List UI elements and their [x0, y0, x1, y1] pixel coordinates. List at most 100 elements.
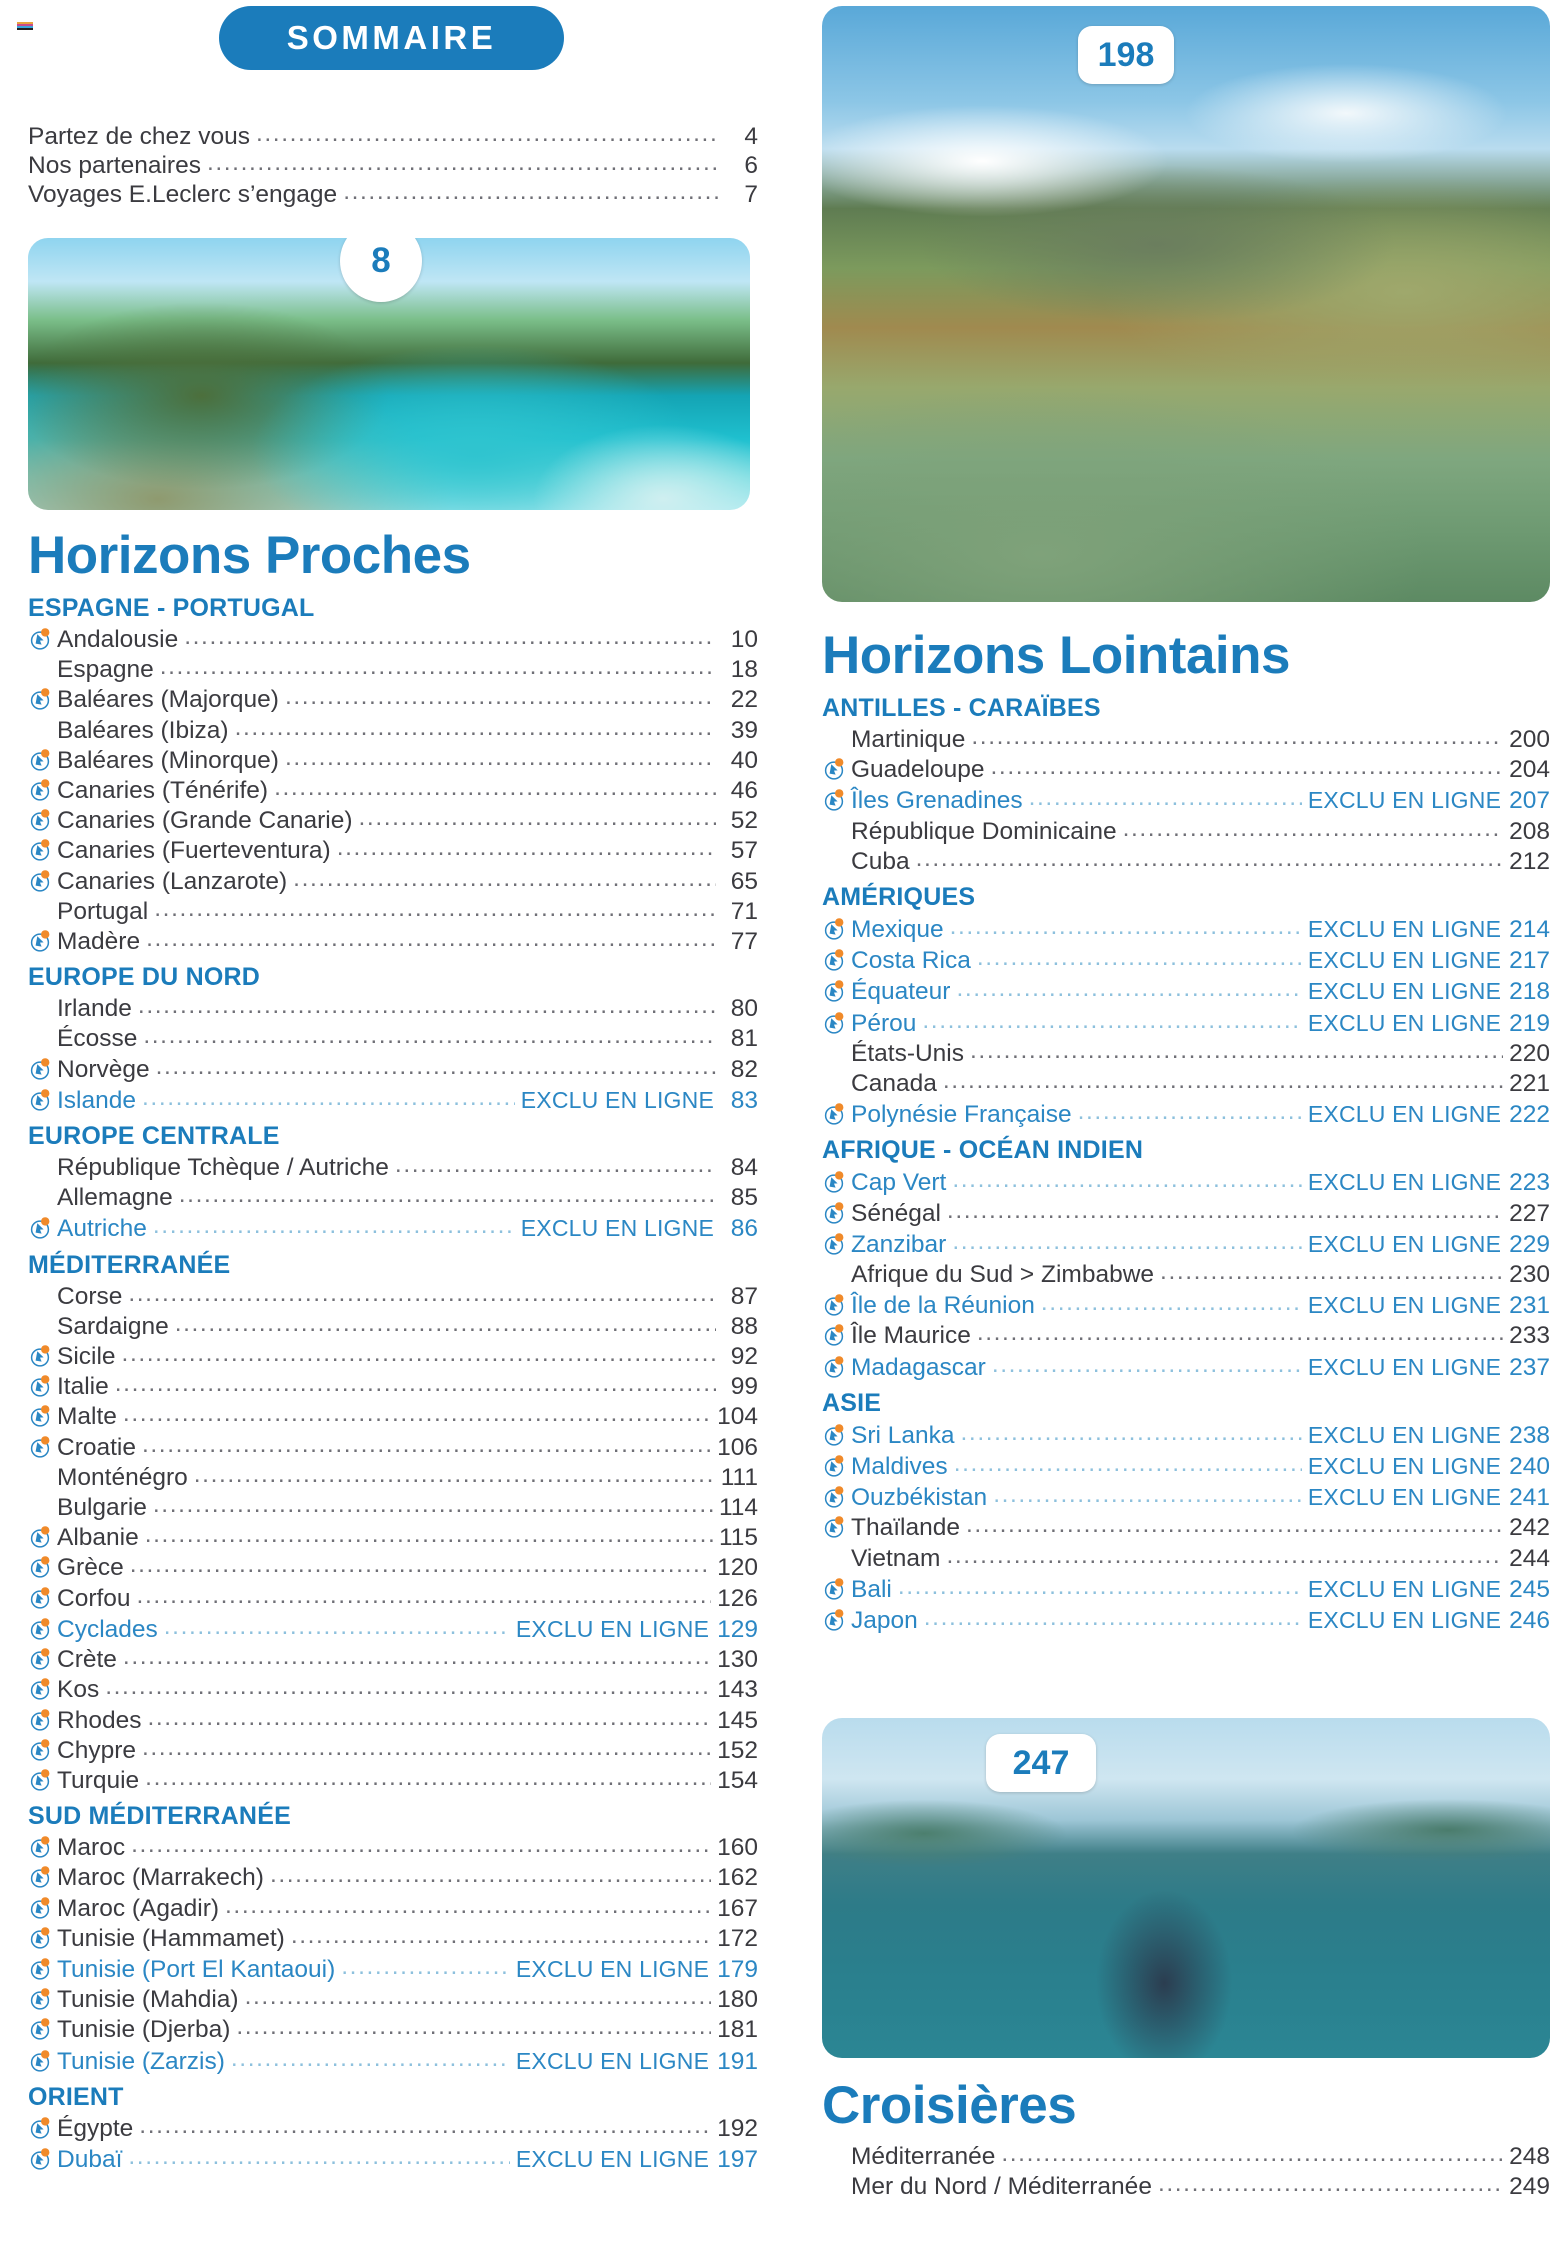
toc-row[interactable]: Portugal................................… — [28, 895, 758, 927]
intro-row[interactable]: Partez de chez vous.....................… — [28, 120, 758, 151]
toc-row[interactable]: Turquie.................................… — [28, 1764, 758, 1796]
toc-row[interactable]: Kos.....................................… — [28, 1673, 758, 1705]
toc-row[interactable]: Maroc (Marrakech).......................… — [28, 1861, 758, 1893]
toc-row[interactable]: Canaries (Ténérife).....................… — [28, 774, 758, 806]
toc-row[interactable]: Chypre..................................… — [28, 1734, 758, 1766]
toc-row-label: Canada — [851, 1070, 937, 1098]
toc-row[interactable]: Sicile..................................… — [28, 1340, 758, 1372]
toc-row[interactable]: Sri Lanka...............................… — [822, 1419, 1550, 1451]
toc-row-page: 87 — [730, 1282, 758, 1310]
toc-row[interactable]: Baléares (Majorque).....................… — [28, 683, 758, 715]
toc-row[interactable]: République Dominicaine..................… — [822, 815, 1550, 847]
toc-row[interactable]: Ouzbékistan.............................… — [822, 1481, 1550, 1513]
intro-row[interactable]: Voyages E.Leclerc s’engage..............… — [28, 178, 758, 209]
toc-row[interactable]: Malte...................................… — [28, 1400, 758, 1432]
toc-row[interactable]: Madagascar..............................… — [822, 1350, 1550, 1383]
toc-row[interactable]: Thaïlande...............................… — [822, 1511, 1550, 1543]
toc-row[interactable]: Canaries (Grande Canarie)...............… — [28, 804, 758, 836]
toc-row[interactable]: Corfou..................................… — [28, 1582, 758, 1614]
toc-row[interactable]: Île de la Réunion.......................… — [822, 1289, 1550, 1321]
toc-row[interactable]: Canaries (Fuerteventura)................… — [28, 834, 758, 866]
toc-row[interactable]: Zanzibar................................… — [822, 1228, 1550, 1260]
toc-row[interactable]: Tunisie (Hammamet)......................… — [28, 1922, 758, 1954]
toc-row[interactable]: Grèce...................................… — [28, 1551, 758, 1583]
toc-row[interactable]: Madère..................................… — [28, 925, 758, 957]
toc-row[interactable]: Irlande.................................… — [28, 992, 758, 1024]
online-exclusive-pointer-icon — [822, 1201, 848, 1224]
toc-row-page: 221 — [1509, 1070, 1550, 1098]
toc-row[interactable]: République Tchèque / Autriche...........… — [28, 1151, 758, 1183]
toc-row[interactable]: Croatie.................................… — [28, 1431, 758, 1463]
toc-row[interactable]: Maldives................................… — [822, 1450, 1550, 1482]
toc-row[interactable]: Allemagne...............................… — [28, 1181, 758, 1213]
toc-group-heading: ANTILLES - CARAÏBES — [822, 694, 1101, 722]
toc-row[interactable]: Baléares (Ibiza)........................… — [28, 714, 758, 746]
page-badge-198[interactable]: 198 — [1078, 26, 1174, 84]
toc-row[interactable]: Bulgarie................................… — [28, 1491, 758, 1523]
toc-row[interactable]: Méditerranée............................… — [822, 2140, 1550, 2172]
toc-row[interactable]: Égypte..................................… — [28, 2112, 758, 2144]
toc-row[interactable]: Norvège.................................… — [28, 1053, 758, 1085]
online-exclusive-pointer-icon — [30, 869, 50, 892]
toc-row[interactable]: Italie..................................… — [28, 1370, 758, 1402]
toc-row[interactable]: Tunisie (Mahdia)........................… — [28, 1983, 758, 2015]
intro-row[interactable]: Nos partenaires.........................… — [28, 149, 758, 180]
leader-dots: ........................................… — [105, 1673, 711, 1701]
toc-row[interactable]: Tunisie (Djerba)........................… — [28, 2013, 758, 2045]
toc-row[interactable]: Maroc...................................… — [28, 1831, 758, 1863]
online-exclusive-pointer-icon — [822, 980, 848, 1003]
toc-row[interactable]: Afrique du Sud > Zimbabwe...............… — [822, 1258, 1550, 1290]
toc-row[interactable]: Mer du Nord / Méditerranée..............… — [822, 2170, 1550, 2202]
toc-row[interactable]: Cyclades................................… — [28, 1613, 758, 1645]
page-badge-247[interactable]: 247 — [986, 1734, 1096, 1792]
toc-row[interactable]: Écosse..................................… — [28, 1022, 758, 1054]
toc-row[interactable]: États-Unis..............................… — [822, 1037, 1550, 1069]
hero-image-horizons-lointains: 198 — [822, 6, 1550, 602]
toc-row-page: 212 — [1509, 847, 1550, 875]
toc-row[interactable]: Islande.................................… — [28, 1084, 758, 1116]
toc-row[interactable]: Sénégal.................................… — [822, 1197, 1550, 1229]
online-exclusive-pointer-icon — [824, 1103, 844, 1125]
toc-row[interactable]: Monténégro..............................… — [28, 1461, 758, 1493]
toc-row[interactable]: Sardaigne...............................… — [28, 1310, 758, 1342]
toc-row[interactable]: Île Maurice.............................… — [822, 1319, 1550, 1351]
toc-row[interactable]: Albanie.................................… — [28, 1521, 758, 1553]
online-exclusive-pointer-icon — [30, 1089, 50, 1111]
online-exclusive-pointer-icon — [28, 2049, 54, 2072]
page-badge-8[interactable]: 8 — [340, 238, 422, 302]
toc-row[interactable]: Costa Rica..............................… — [822, 944, 1550, 976]
toc-row[interactable]: Andalousie..............................… — [28, 623, 758, 655]
toc-row-label: Baléares (Minorque) — [57, 746, 279, 774]
toc-row[interactable]: Îles Grenadines.........................… — [822, 784, 1550, 816]
toc-row[interactable]: Rhodes..................................… — [28, 1704, 758, 1736]
toc-row[interactable]: Corse...................................… — [28, 1280, 758, 1312]
toc-row[interactable]: Tunisie (Zarzis)........................… — [28, 2045, 758, 2077]
leader-dots: ........................................… — [146, 925, 716, 953]
toc-row[interactable]: Martinique..............................… — [822, 723, 1550, 755]
toc-row[interactable]: Canaries (Lanzarote)....................… — [28, 865, 758, 897]
toc-group-heading: SUD MÉDITERRANÉE — [28, 1802, 291, 1831]
online-exclusive-pointer-icon — [824, 980, 844, 1003]
toc-row[interactable]: Autriche................................… — [28, 1212, 758, 1244]
toc-row[interactable]: Vietnam.................................… — [822, 1542, 1550, 1574]
toc-row[interactable]: Pérou...................................… — [822, 1007, 1550, 1039]
online-exclusive-pointer-icon — [30, 2049, 50, 2072]
toc-row[interactable]: Tunisie (Port El Kantaoui)..............… — [28, 1953, 758, 1985]
toc-row[interactable]: Baléares (Minorque).....................… — [28, 744, 758, 776]
toc-row[interactable]: Cap Vert................................… — [822, 1166, 1550, 1198]
toc-row[interactable]: Bali....................................… — [822, 1573, 1550, 1605]
toc-row[interactable]: Canada..................................… — [822, 1067, 1550, 1099]
toc-row[interactable]: Guadeloupe..............................… — [822, 753, 1550, 785]
toc-row[interactable]: Polynésie Française.....................… — [822, 1098, 1550, 1130]
toc-row[interactable]: Dubaï...................................… — [28, 2143, 758, 2175]
toc-row[interactable]: Espagne.................................… — [28, 653, 758, 685]
toc-row-label: Thaïlande — [851, 1514, 960, 1542]
leader-dots: ........................................… — [991, 1350, 1302, 1378]
toc-group-heading: EUROPE CENTRALE — [28, 1122, 280, 1151]
toc-row[interactable]: Mexique.................................… — [822, 913, 1550, 945]
toc-row[interactable]: Cuba....................................… — [822, 845, 1550, 877]
toc-row[interactable]: Maroc (Agadir)..........................… — [28, 1892, 758, 1924]
toc-row[interactable]: Crète...................................… — [28, 1643, 758, 1675]
toc-row[interactable]: Équateur................................… — [822, 975, 1550, 1007]
toc-row[interactable]: Japon...................................… — [822, 1604, 1550, 1636]
